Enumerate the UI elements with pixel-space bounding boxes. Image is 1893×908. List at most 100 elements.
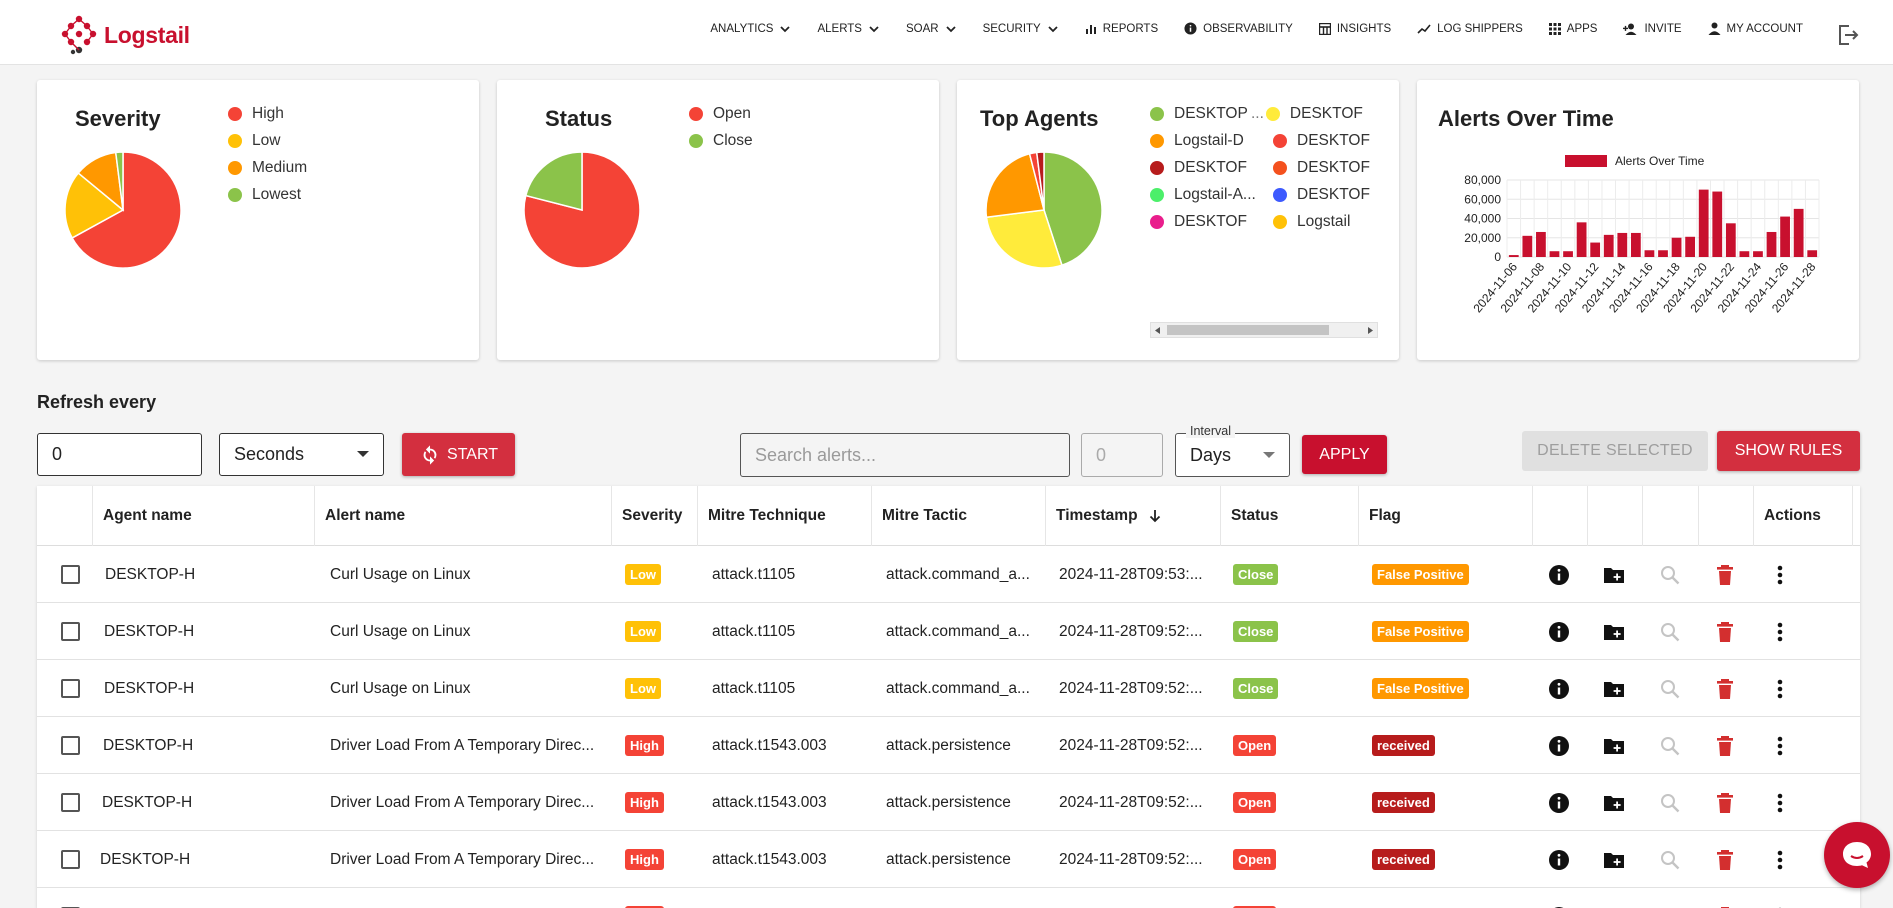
row-checkbox[interactable] [61,736,80,755]
investigate-action[interactable] [1647,717,1693,774]
row-checkbox[interactable] [61,622,80,641]
bar[interactable] [1807,250,1818,257]
add-to-case-action[interactable] [1591,774,1637,831]
legend-item[interactable]: DESKTOF [1273,181,1370,208]
info-action[interactable] [1536,546,1582,603]
legend-item[interactable]: High [228,100,307,127]
table-row[interactable]: DESKTOP-H Curl Usage on Linux Low attack.t1… [37,546,1860,603]
col-alert-name[interactable]: Alert name [314,486,611,546]
refresh-interval-input[interactable]: 0 [37,433,202,476]
pie-slice[interactable] [64,171,125,239]
bar[interactable] [1576,222,1587,257]
bar[interactable] [1644,250,1655,257]
table-row[interactable]: DESKTOP-H Driver Load From A Temporary Di… [37,774,1860,831]
scroll-left-icon[interactable] [1155,327,1161,334]
bar[interactable] [1549,251,1560,257]
start-button[interactable]: START [402,433,515,476]
info-action[interactable] [1536,660,1582,717]
more-actions[interactable] [1757,603,1803,660]
delete-action[interactable] [1702,603,1748,660]
scroll-thumb[interactable] [1167,325,1329,335]
info-action[interactable] [1536,717,1582,774]
table-row[interactable]: DESKTOP-H Driver Load From A Temporary Di… [37,717,1860,774]
legend-item[interactable]: DESKTOF [1273,154,1370,181]
pie-slice[interactable] [985,209,1063,269]
bar[interactable] [1793,208,1804,257]
more-actions[interactable] [1757,774,1803,831]
legend-item[interactable]: ... DESKTOF [1251,100,1370,127]
delete-action[interactable] [1702,546,1748,603]
nav-analytics[interactable]: ANALYTICS [710,23,791,35]
table-row[interactable]: DESKTOP-H Curl Usage on Linux Low attack.t1… [37,603,1860,660]
apply-button[interactable]: APPLY [1302,435,1387,474]
scroll-right-icon[interactable] [1367,327,1373,334]
pie-slice[interactable] [1043,151,1103,267]
pie-slice[interactable] [1035,151,1045,211]
more-actions[interactable] [1757,831,1803,888]
bar[interactable] [1766,231,1777,257]
bar[interactable] [1725,223,1736,257]
bar[interactable] [1739,251,1750,257]
legend-item[interactable]: DESKTOF [1273,127,1370,154]
investigate-action[interactable] [1647,603,1693,660]
nav-reports[interactable]: REPORTS [1085,23,1158,35]
legend-scrollbar[interactable] [1150,322,1378,338]
col-timestamp[interactable]: Timestamp [1045,486,1220,546]
col-status[interactable]: Status [1220,486,1358,546]
add-to-case-action[interactable] [1591,546,1637,603]
bar[interactable] [1658,250,1668,257]
bar[interactable] [1671,237,1682,257]
pie-slice[interactable] [985,152,1045,219]
delete-action[interactable] [1702,888,1748,908]
pie-slice[interactable] [71,151,182,269]
bar[interactable] [1536,231,1546,257]
bar[interactable] [1603,234,1614,257]
delete-action[interactable] [1702,831,1748,888]
pie-slice[interactable] [524,151,583,211]
col-mitre-tactic[interactable]: Mitre Tactic [871,486,1045,546]
row-checkbox[interactable] [61,679,80,698]
more-actions[interactable] [1757,660,1803,717]
col-flag[interactable]: Flag [1358,486,1532,546]
delete-action[interactable] [1702,774,1748,831]
nav-log-shippers[interactable]: LOG SHIPPERS [1417,23,1523,35]
table-row[interactable]: DESKTOP-H Curl Usage on Linux Low attack.t1… [37,660,1860,717]
delete-selected-button[interactable]: DELETE SELECTED [1522,431,1708,471]
legend-item[interactable]: DESKTOF [1150,154,1256,181]
legend-item[interactable]: Close [689,127,753,154]
show-rules-button[interactable]: SHOW RULES [1717,431,1860,471]
row-checkbox[interactable] [61,850,80,869]
col-mitre-technique[interactable]: Mitre Technique [697,486,871,546]
info-action[interactable] [1536,831,1582,888]
bar[interactable] [1780,216,1790,257]
legend-item[interactable]: Logstail-A... [1150,181,1256,208]
legend-item[interactable]: Lowest [228,181,307,208]
col-agent-name[interactable]: Agent name [92,486,314,546]
nav-observability[interactable]: OBSERVABILITY [1184,22,1293,35]
add-to-case-action[interactable] [1591,831,1637,888]
refresh-unit-select[interactable]: Seconds [219,433,384,476]
nav-alerts[interactable]: ALERTS [817,23,880,35]
interval-count-input[interactable]: 0 [1081,433,1163,477]
info-action[interactable] [1536,603,1582,660]
legend-item[interactable]: Open [689,100,753,127]
add-to-case-action[interactable] [1591,603,1637,660]
bar[interactable] [1698,189,1709,257]
col-severity[interactable]: Severity [611,486,697,546]
investigate-action[interactable] [1647,546,1693,603]
nav-apps[interactable]: APPS [1548,22,1597,35]
logout-button[interactable] [1837,24,1859,51]
investigate-action[interactable] [1647,888,1693,908]
interval-select[interactable]: Interval Days [1175,424,1290,477]
row-checkbox[interactable] [61,793,80,812]
bar[interactable] [1685,236,1696,257]
nav-soar[interactable]: SOAR [906,23,957,35]
bar[interactable] [1508,255,1519,257]
legend-item[interactable]: Logstail [1273,208,1370,235]
investigate-action[interactable] [1647,831,1693,888]
table-row[interactable]: High Open [37,888,1860,908]
more-actions[interactable] [1757,546,1803,603]
add-to-case-action[interactable] [1591,888,1637,908]
sort-arrow-down-icon[interactable] [1148,509,1162,523]
logo[interactable]: Logstail [60,14,190,56]
